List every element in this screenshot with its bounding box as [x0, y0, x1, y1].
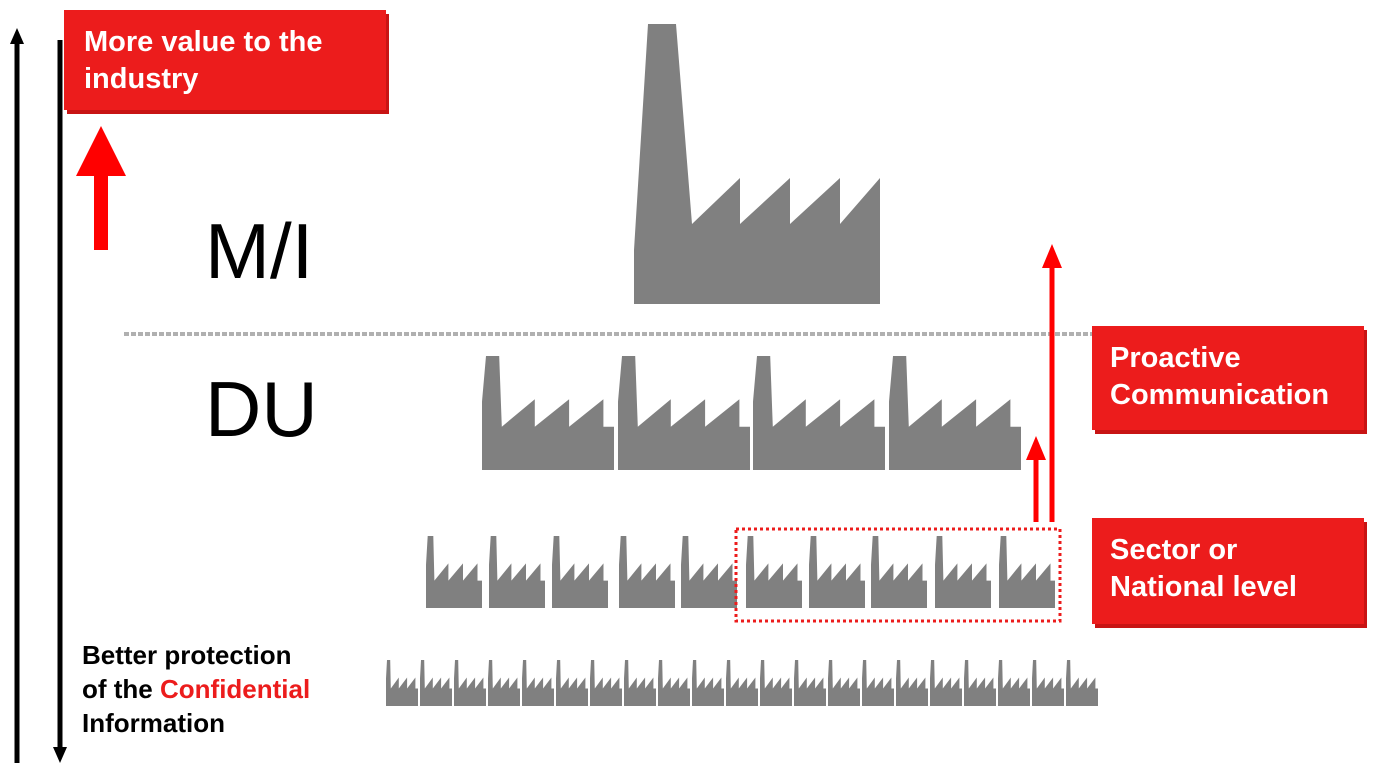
factory-icon [760, 660, 792, 706]
arrow-up-head [10, 28, 24, 44]
factory-icon [999, 536, 1055, 608]
factory-icon [590, 660, 622, 706]
callout-line: industry [84, 63, 199, 95]
factory-icon [658, 660, 690, 706]
factory-icon [488, 660, 520, 706]
confidentiality-note: Better protection of the Confidential In… [82, 638, 310, 740]
callout-line: Communication [1110, 379, 1330, 411]
proactive-arrow-short [1026, 436, 1046, 522]
callout-line: Proactive [1110, 342, 1241, 374]
factory-icon [426, 536, 482, 608]
factory-icon [552, 536, 608, 608]
factory-icon [624, 660, 656, 706]
factory-icon [420, 660, 452, 706]
factory-icon [386, 660, 418, 706]
proactive-communication-callout: Proactive Communication [1092, 326, 1364, 430]
factory-icon [998, 660, 1030, 706]
more-value-callout: More value to the industry [64, 10, 386, 110]
factory-icon [746, 536, 802, 608]
factory-icon [618, 356, 750, 470]
factory-icon [482, 356, 614, 470]
factory-icon [896, 660, 928, 706]
level-label-mi: M/I [205, 207, 314, 295]
factory-icon [692, 660, 724, 706]
du-factory-row [482, 356, 1021, 470]
factory-icon [681, 536, 737, 608]
factory-icon [794, 660, 826, 706]
sector-factory-row [426, 536, 1055, 608]
factory-icon [1066, 660, 1098, 706]
callout-line: Sector or [1110, 534, 1238, 566]
factory-icon [753, 356, 885, 470]
factory-icon [634, 24, 880, 304]
factory-icon [862, 660, 894, 706]
factory-icon [489, 536, 545, 608]
proactive-arrow-tall [1042, 244, 1062, 522]
sector-selection-box [734, 527, 1062, 623]
factory-icon [871, 536, 927, 608]
bottom-factory-row [386, 660, 1098, 706]
factory-icon [454, 660, 486, 706]
note-line: Better protection [82, 640, 292, 670]
factory-icon [889, 356, 1021, 470]
note-prefix: of the [82, 674, 160, 704]
factory-icon [828, 660, 860, 706]
callout-line: More value to the [84, 26, 323, 58]
factory-icon [619, 536, 675, 608]
factory-icon [809, 536, 865, 608]
factory-icon [1032, 660, 1064, 706]
factory-icon [964, 660, 996, 706]
arrow-down-head [53, 747, 67, 763]
value-up-arrow [76, 126, 126, 250]
sector-level-callout: Sector or National level [1092, 518, 1364, 624]
note-line: of the Confidential [82, 672, 310, 706]
vertical-scale-arrow [10, 28, 67, 763]
factory-icon [726, 660, 758, 706]
factory-icon [556, 660, 588, 706]
factory-icon [930, 660, 962, 706]
factory-icon [935, 536, 991, 608]
confidential-highlight: Confidential [160, 674, 311, 704]
factory-icon [522, 660, 554, 706]
note-line: Information [82, 708, 225, 738]
level-label-du: DU [205, 365, 318, 453]
callout-line: National level [1110, 571, 1297, 603]
